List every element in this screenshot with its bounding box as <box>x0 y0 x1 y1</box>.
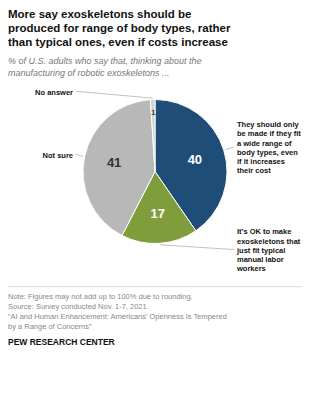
data-label: 41 <box>107 155 121 170</box>
separator <box>8 286 302 287</box>
title: More say exoskeletons should beproduced … <box>8 8 231 48</box>
leader-line <box>76 154 83 156</box>
leader-line <box>225 147 234 150</box>
slice <box>150 100 155 172</box>
data-label: 1 <box>151 108 156 117</box>
chart: More say exoskeletons should beproduced … <box>0 0 310 415</box>
subtitle: % of U.S. adults who say that, thinking … <box>8 56 202 78</box>
slice-label: It’s OK to makeexoskeletons thatjust fit… <box>236 227 301 273</box>
leader-line <box>76 91 153 98</box>
data-label: 40 <box>188 152 202 167</box>
pie <box>83 100 227 244</box>
leader-line <box>160 245 234 250</box>
slice-label: No answer <box>35 88 73 97</box>
slice-label: They should onlybe made if they fita wid… <box>237 120 301 175</box>
note: Note: Figures may not add up to 100% due… <box>8 292 227 331</box>
source: PEW RESEARCH CENTER <box>8 337 115 347</box>
data-label: 17 <box>150 206 164 221</box>
slice-label: Not sure <box>43 151 73 160</box>
slice <box>83 100 155 236</box>
